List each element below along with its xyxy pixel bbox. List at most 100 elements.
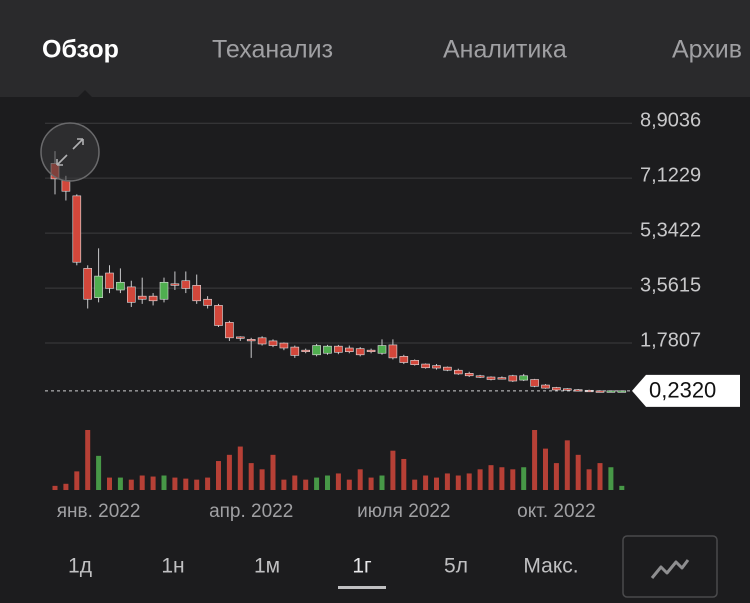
candle-body — [377, 345, 387, 354]
candle-body — [366, 349, 376, 352]
candle-body — [519, 375, 529, 381]
volume-bar — [510, 469, 516, 490]
y-tick-label: 3,5615 — [640, 274, 701, 296]
candle-body — [453, 369, 463, 375]
volume-bar — [325, 475, 330, 490]
volume-bar — [368, 477, 374, 490]
candle-body — [94, 275, 103, 299]
volume-bar — [150, 476, 156, 490]
candle-body — [443, 366, 452, 371]
candle-body — [192, 285, 201, 302]
volume-bar — [401, 458, 407, 490]
volume-bar — [521, 467, 527, 490]
candle-body — [116, 281, 125, 291]
candle-body — [159, 281, 169, 300]
range-underline — [338, 586, 386, 589]
volume-bar — [226, 454, 232, 490]
volume-bar — [96, 455, 102, 490]
volume-bar — [128, 479, 134, 490]
last-price-tag — [632, 374, 740, 407]
tab-indicator — [78, 90, 92, 97]
range-selector: 1д 1н 1м 1г 5л Макс. — [68, 555, 579, 589]
volume-bar — [499, 467, 505, 490]
volume-bar — [597, 463, 603, 490]
candle-body — [562, 388, 572, 391]
candle-body — [170, 283, 180, 286]
volume-bar — [85, 430, 91, 490]
candle-body — [137, 295, 147, 300]
volume-bar — [335, 473, 341, 490]
volume-bar — [183, 478, 189, 490]
volume-bar — [52, 485, 58, 490]
tab[interactable]: Обзор — [42, 36, 119, 64]
volume-bar — [434, 477, 439, 490]
range-button[interactable]: Макс. — [523, 555, 578, 578]
candle-body — [464, 373, 474, 377]
volume-bar — [543, 448, 548, 490]
volume-bar — [608, 467, 614, 490]
candle-body — [334, 345, 343, 353]
volume-bar — [107, 477, 112, 490]
volume-bar — [379, 475, 385, 490]
range-button[interactable]: 1м — [254, 555, 280, 578]
volume-bar — [248, 463, 254, 490]
candle-body — [508, 375, 518, 382]
expand-icon — [56, 138, 84, 166]
candle-body — [203, 298, 212, 306]
volume-bar — [117, 477, 123, 490]
volume-bar — [74, 471, 80, 490]
candle-body — [410, 360, 420, 365]
volume-bar — [455, 475, 461, 490]
candle-body — [61, 180, 71, 192]
volume-bar — [390, 450, 396, 490]
candle-body — [105, 272, 114, 289]
candle-body — [148, 295, 158, 302]
volume-bar — [532, 430, 538, 490]
last-price-label: 0,2320 — [649, 378, 716, 403]
candle-body — [475, 375, 485, 378]
range-button[interactable]: 1д — [68, 555, 92, 578]
volume-bar — [63, 483, 69, 490]
candle-body — [290, 346, 300, 356]
expand-button[interactable] — [40, 122, 100, 182]
candle-body — [432, 365, 441, 369]
candle-body — [127, 286, 136, 303]
candle-body — [530, 379, 539, 387]
candle-body — [486, 376, 496, 380]
chart-type-button[interactable] — [622, 535, 718, 598]
candle-body — [323, 345, 332, 354]
tab[interactable]: Архив — [672, 36, 742, 64]
x-tick-label: янв. 2022 — [57, 501, 141, 522]
range-button[interactable]: 5л — [444, 555, 468, 578]
volume-bar — [161, 475, 167, 490]
volume-bar — [205, 477, 211, 490]
range-button[interactable]: 1н — [161, 555, 184, 578]
tab-bar — [0, 0, 750, 97]
volume-bar — [281, 479, 287, 490]
volume-bar — [346, 479, 352, 490]
volume-bar — [216, 461, 221, 490]
tab[interactable]: Аналитика — [443, 36, 567, 64]
tab[interactable]: Теханализ — [212, 36, 333, 64]
volume-bar — [357, 469, 363, 490]
y-tick-label: 7,1229 — [640, 164, 701, 186]
candle-body — [225, 322, 234, 339]
candle-body — [72, 195, 82, 263]
volume-bar — [586, 469, 592, 490]
candle-body — [497, 377, 507, 380]
candle-body — [268, 340, 278, 346]
candle-body — [344, 347, 354, 353]
candle-body — [421, 363, 430, 369]
candle-body — [246, 339, 256, 342]
volume-bar — [477, 469, 483, 490]
candle-body — [399, 356, 409, 363]
volume-bar — [553, 463, 559, 490]
candle-body — [388, 344, 398, 359]
x-tick-label: окт. 2022 — [517, 501, 596, 522]
tabs: Обзор Теханализ Аналитика Архив — [42, 36, 742, 97]
volume-bar — [270, 454, 276, 490]
range-button[interactable]: 1г — [352, 555, 372, 578]
